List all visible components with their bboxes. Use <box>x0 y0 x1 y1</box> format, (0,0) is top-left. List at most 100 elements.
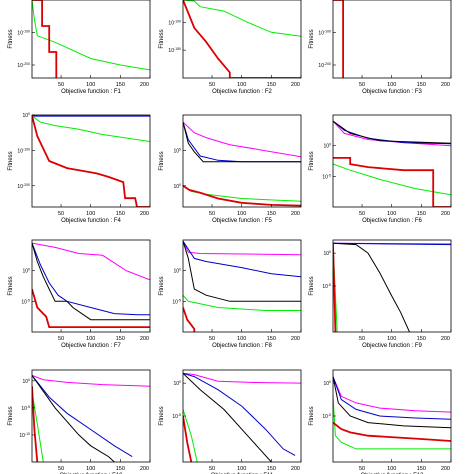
series-line-1 <box>183 0 301 37</box>
series-line-2 <box>32 0 58 78</box>
series-line-1 <box>183 240 301 256</box>
series-line-1 <box>333 0 345 78</box>
y-axis-label: Fitness <box>8 151 14 170</box>
x-tick-label: 50 <box>359 336 365 342</box>
plot-frame <box>332 239 452 333</box>
y-tick-label: 100 <box>22 378 30 385</box>
y-tick-label: 100 <box>173 183 181 190</box>
series-line-5 <box>183 185 301 207</box>
y-tick-label: 10-5 <box>322 413 331 420</box>
series-line-2 <box>183 0 301 78</box>
x-tick-label: 200 <box>291 466 300 472</box>
x-axis-label: Objective function : F9 <box>362 343 422 349</box>
x-tick-label: 100 <box>86 466 95 472</box>
x-axis-label: Objective function : F7 <box>61 343 121 349</box>
x-axis-label: Objective function : F4 <box>61 218 121 224</box>
x-tick-label: 50 <box>58 336 64 342</box>
plot-frame <box>332 0 452 79</box>
series-group <box>333 120 451 207</box>
y-tick-label: 10-200 <box>17 62 30 69</box>
series-line-5 <box>183 415 193 462</box>
y-tick-label: 10-5 <box>21 298 30 305</box>
x-tick-label: 150 <box>267 336 276 342</box>
y-tick-label: 10-100 <box>168 19 181 26</box>
y-axis-label: Fitness <box>309 151 315 170</box>
x-tick-label: 200 <box>441 336 450 342</box>
series-group <box>183 0 301 78</box>
chart-8: 50 100 150 200 100 10-5 Objective function : F… <box>159 239 302 349</box>
chart-1: 50 100 150 200 10-100 10-200 Objective functio… <box>8 0 151 95</box>
series-line-2 <box>333 120 451 145</box>
series-line-1 <box>32 374 150 387</box>
plot-frame <box>182 0 302 79</box>
x-tick-label: 100 <box>387 82 396 88</box>
series-group <box>32 0 150 78</box>
y-tick-label: 100 <box>323 143 331 150</box>
x-tick-label: 200 <box>291 336 300 342</box>
y-axis-label: Fitness <box>8 29 14 48</box>
series-line-4 <box>333 163 451 196</box>
y-axis-label: Fitness <box>309 406 315 425</box>
x-tick-label: 50 <box>359 211 365 217</box>
x-tick-label: 100 <box>237 466 246 472</box>
series-line-4 <box>32 288 150 329</box>
y-tick-label: 10-100 <box>318 30 331 37</box>
x-tick-label: 200 <box>291 211 300 217</box>
x-tick-label: 50 <box>58 211 64 217</box>
series-line-3 <box>333 376 451 429</box>
x-axis-label: Objective function : F6 <box>362 218 422 224</box>
x-tick-label: 100 <box>86 82 95 88</box>
x-tick-label: 50 <box>209 336 215 342</box>
plot-frame <box>31 239 151 333</box>
x-tick-label: 150 <box>116 466 125 472</box>
series-group <box>333 376 451 450</box>
series-line-5 <box>183 307 196 332</box>
series-group <box>32 374 150 462</box>
y-axis-label: Fitness <box>159 276 165 295</box>
y-tick-label: 100 <box>173 268 181 275</box>
series-line-2 <box>183 121 301 163</box>
y-tick-label: 10-5 <box>172 298 181 305</box>
y-axis-label: Fitness <box>159 406 165 425</box>
y-tick-label: 10-100 <box>17 30 30 37</box>
y-tick-label: 10-100 <box>17 147 30 154</box>
y-tick-label: 10-200 <box>318 62 331 69</box>
series-line-5 <box>333 421 451 442</box>
chart-3: 50 100 150 200 10-100 10-200 Objective functio… <box>309 0 452 95</box>
x-tick-label: 150 <box>417 466 426 472</box>
series-line-3 <box>32 115 150 142</box>
y-tick-label: 100 <box>22 268 30 275</box>
y-axis-label: Fitness <box>8 276 14 295</box>
y-tick-label: 10-5 <box>322 283 331 290</box>
series-group <box>333 0 345 78</box>
y-tick-label: 100 <box>22 112 30 119</box>
y-tick-label: 100 <box>323 380 331 387</box>
series-line-2 <box>183 240 301 278</box>
series-line-3 <box>32 242 150 321</box>
x-tick-label: 100 <box>237 82 246 88</box>
series-group <box>183 372 301 462</box>
x-tick-label: 200 <box>441 82 450 88</box>
chart-2: 50 100 150 200 10-100 10-150 Objective functio… <box>159 0 302 95</box>
series-line-2 <box>32 375 133 458</box>
y-axis-label: Fitness <box>8 406 14 425</box>
series-line-3 <box>333 242 410 332</box>
x-tick-label: 150 <box>116 211 125 217</box>
y-tick-label: 10-5 <box>21 405 30 412</box>
series-line-2 <box>32 242 150 316</box>
x-tick-label: 50 <box>359 466 365 472</box>
x-tick-label: 200 <box>140 211 149 217</box>
x-tick-label: 100 <box>387 211 396 217</box>
y-tick-label: 100 <box>323 250 331 257</box>
x-tick-label: 100 <box>86 336 95 342</box>
chart-6: 50 100 150 200 100 10-5 Objective function : F… <box>309 114 452 224</box>
x-tick-label: 200 <box>140 466 149 472</box>
x-tick-label: 150 <box>116 82 125 88</box>
y-axis-label: Fitness <box>159 151 165 170</box>
series-line-4 <box>183 409 198 462</box>
series-line-1 <box>32 0 150 71</box>
